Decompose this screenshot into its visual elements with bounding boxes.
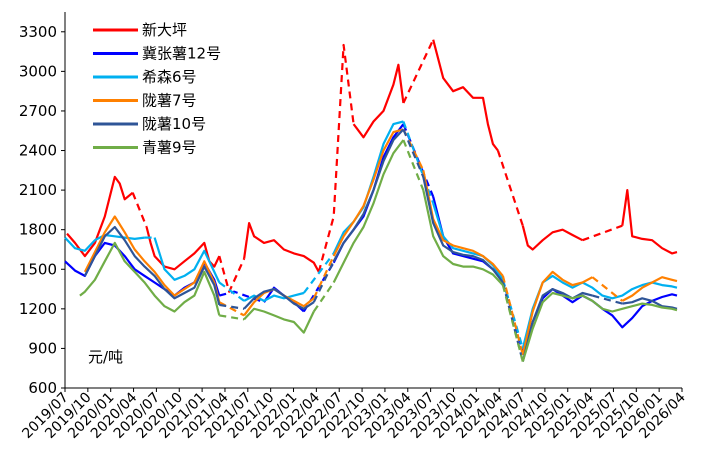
x-axis: 2019/072019/102020/012020/042020/072020/… [19,388,689,442]
y-tick-label: 3000 [19,62,57,80]
y-tick-label: 3300 [19,23,57,41]
series-line-dashed [592,294,623,305]
series-line [432,39,499,152]
series-line [521,274,678,349]
series-line [79,241,221,316]
series-line [352,63,405,139]
series-line [332,128,405,262]
series-line [243,307,315,334]
unit-label: 元/吨 [88,348,123,366]
series-line [243,222,320,273]
series-line-dashed [402,39,435,104]
series-line [521,225,584,251]
series-line-dashed [312,255,335,299]
series-line [621,189,678,255]
legend-label: 青薯9号 [142,139,197,157]
series-6 [79,139,678,362]
series-line [83,225,221,306]
series-line [243,291,305,302]
series-line-dashed [312,281,335,313]
series-line [422,170,504,277]
y-axis: 600 900 1200 1500 1800 2100 2400 2700 3000 3300 [19,23,65,397]
series-4 [83,128,678,356]
series-line [83,215,221,303]
series-line-dashed [402,128,425,171]
series-line [621,276,678,302]
series-line [521,288,593,362]
legend-label: 冀张薯12号 [142,45,221,63]
series-line-dashed [218,255,246,293]
series-line [243,288,315,310]
legend-label: 希森6号 [142,68,197,86]
series-line [66,175,134,258]
y-tick-label: 2100 [19,181,57,199]
series-line-dashed [131,192,148,228]
series-line-dashed [312,260,335,303]
series-line-dashed [302,252,335,294]
y-tick-label: 2400 [19,142,57,160]
series-line-dashed [591,276,623,302]
y-tick-label: 900 [28,339,57,357]
series-5 [83,128,678,362]
series-line [422,189,504,286]
y-tick-label: 2700 [19,102,57,120]
y-tick-label: 1500 [19,260,57,278]
legend-label: 陇薯7号 [142,92,197,110]
series-line-dashed [402,128,425,178]
series-line [521,270,593,356]
series-line [153,237,221,283]
legend-label: 陇薯10号 [142,115,206,133]
series-line-dashed [218,301,245,317]
series-line-dashed [496,150,524,227]
series-line [622,297,678,310]
series-line [422,176,504,284]
series-line [332,128,404,257]
y-tick-label: 600 [28,379,57,397]
legend-label: 新大坪 [142,21,187,39]
series-line-dashed [501,275,524,356]
series-line [332,139,405,283]
series-line-dashed [219,314,245,321]
series-line-dashed [402,139,425,191]
series-line-dashed [218,281,245,302]
series-line-dashed [317,43,355,273]
series-line-dashed [582,224,623,242]
series-line-dashed [501,284,524,362]
series-line-dashed [219,303,245,310]
series-layer [64,39,678,362]
y-tick-label: 1800 [19,221,57,239]
series-2 [64,123,678,352]
plot-area [64,12,682,389]
series-line [521,291,678,362]
y-tick-label: 1200 [19,300,57,318]
